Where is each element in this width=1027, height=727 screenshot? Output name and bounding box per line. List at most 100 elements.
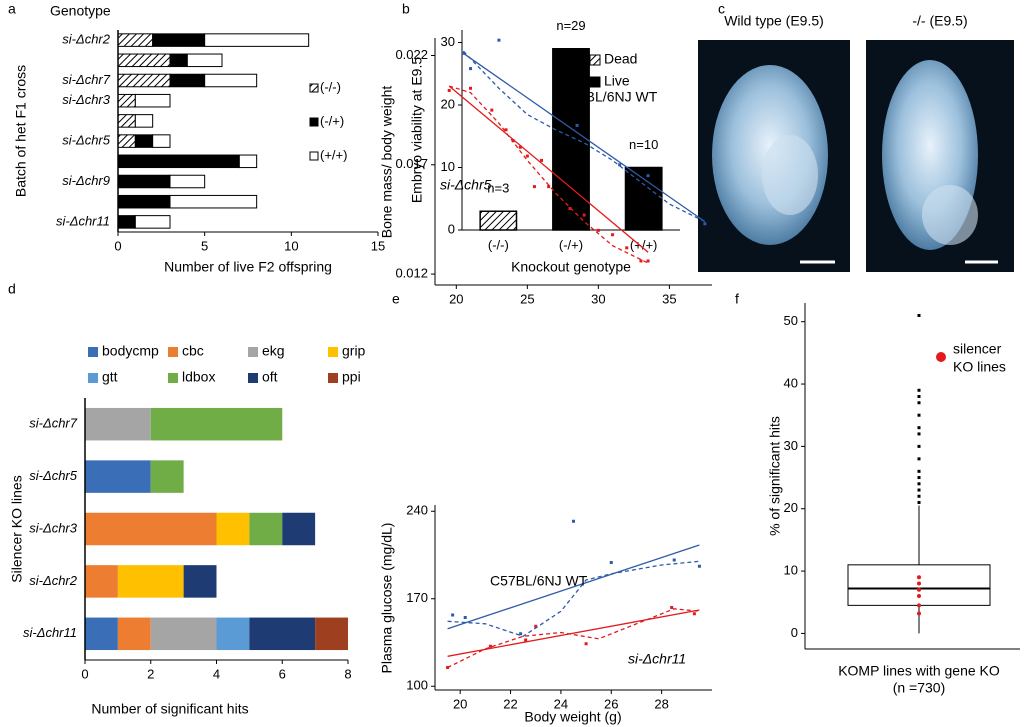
point <box>572 519 575 523</box>
y-tick-label: 0 <box>791 625 798 640</box>
legend-swatch <box>88 373 98 383</box>
outlier <box>917 444 921 448</box>
x-axis-label: Knockout genotype <box>511 259 631 275</box>
x-tick-label: 0 <box>81 666 88 681</box>
bar-segment <box>169 174 206 189</box>
x-tick-label: 20 <box>453 696 467 711</box>
y-tick-label: 10 <box>441 159 455 174</box>
value-label: n=10 <box>629 137 658 152</box>
x-tick-label: (-/+) <box>559 237 583 252</box>
outlier <box>917 426 921 430</box>
legend-label: (-/+) <box>320 113 344 128</box>
legend-swatch <box>248 373 258 383</box>
point <box>568 206 572 210</box>
point <box>463 616 467 619</box>
bar <box>624 166 663 231</box>
panel-letter: c <box>718 1 725 17</box>
y-tick-label: 0.022 <box>395 47 428 62</box>
point <box>703 222 707 226</box>
bar-segment <box>238 154 258 169</box>
point <box>519 632 523 636</box>
bar-segment <box>117 33 154 47</box>
outlier <box>917 401 921 405</box>
ko-point <box>917 603 921 608</box>
y-tick-label: 240 <box>406 503 428 518</box>
point <box>611 233 615 237</box>
bar-segment <box>204 33 310 47</box>
ko-point <box>917 581 921 586</box>
y-axis-label: Silencer KO lines <box>9 475 25 582</box>
point <box>451 613 455 617</box>
x-tick-label: 20 <box>449 291 463 306</box>
point <box>692 612 696 616</box>
x-tick-label: 25 <box>520 291 534 306</box>
point <box>670 606 674 609</box>
point <box>518 145 522 149</box>
bar-segment <box>152 33 206 47</box>
legend-label: cbc <box>182 343 204 359</box>
fit-line <box>448 85 649 253</box>
point <box>511 139 515 143</box>
panel-letter: b <box>402 1 410 17</box>
x-tick-label: 0 <box>114 238 121 253</box>
legend-swatch <box>88 347 98 357</box>
point <box>525 154 529 158</box>
x-tick-label: 15 <box>371 238 385 253</box>
point <box>504 128 508 132</box>
x-tick-label: 6 <box>279 666 286 681</box>
smooth-line <box>447 608 700 669</box>
bar-segment <box>117 53 171 68</box>
value-label: n=3 <box>487 181 509 196</box>
legend-swatch <box>309 151 319 161</box>
y-tick-label: 0.017 <box>395 156 428 171</box>
fit-line <box>463 52 706 223</box>
point <box>497 38 501 42</box>
bar-segment <box>117 114 136 128</box>
bar-segment <box>150 617 217 651</box>
bar-segment <box>117 194 171 209</box>
legend-marker <box>936 352 946 362</box>
category-label: si-Δchr2 <box>62 32 110 47</box>
point <box>625 246 629 250</box>
bar <box>552 48 590 231</box>
bar-segment <box>169 73 206 88</box>
y-tick-label: 0 <box>448 221 455 236</box>
bar-segment <box>169 194 258 209</box>
x-tick-label: 30 <box>591 291 605 306</box>
category-label: si-Δchr2 <box>29 573 77 588</box>
y-tick-label: 20 <box>784 500 798 515</box>
point <box>490 108 494 112</box>
bar-segment <box>150 460 184 493</box>
bar-segment <box>134 114 154 128</box>
bar-segment <box>134 215 171 229</box>
category-label: si-Δchr3 <box>29 520 77 535</box>
outlier <box>917 488 921 492</box>
bar-segment <box>134 134 154 148</box>
category-label: si-Δchr5 <box>62 133 110 148</box>
annotation: si-Δchr5 <box>440 177 492 193</box>
y-axis-label: Bone mass/ body weight <box>379 86 395 239</box>
point <box>524 638 528 642</box>
legend-label: (-/-) <box>320 79 341 94</box>
annotation: C57BL/6NJ WT <box>490 573 588 589</box>
legend-swatch <box>248 347 258 357</box>
legend-swatch <box>309 117 319 127</box>
category-label: si-Δchr11 <box>23 625 77 640</box>
bar-segment <box>85 460 151 493</box>
legend-swatch <box>309 83 319 93</box>
point <box>469 67 473 71</box>
outlier <box>917 500 921 504</box>
point <box>575 123 579 127</box>
bar-segment <box>117 174 171 189</box>
y-tick-label: 50 <box>784 313 798 328</box>
category-label: si-Δchr11 <box>56 213 110 228</box>
bar-segment <box>117 154 240 169</box>
y-tick-label: 0.012 <box>395 266 428 281</box>
ko-point <box>917 587 921 592</box>
bar-segment <box>117 565 184 598</box>
ko-point <box>917 575 921 580</box>
legend-swatch <box>168 347 178 357</box>
legend-swatch <box>328 373 338 383</box>
point <box>540 158 544 162</box>
y-axis-label: Embryo viability at E9.5 <box>409 57 425 203</box>
